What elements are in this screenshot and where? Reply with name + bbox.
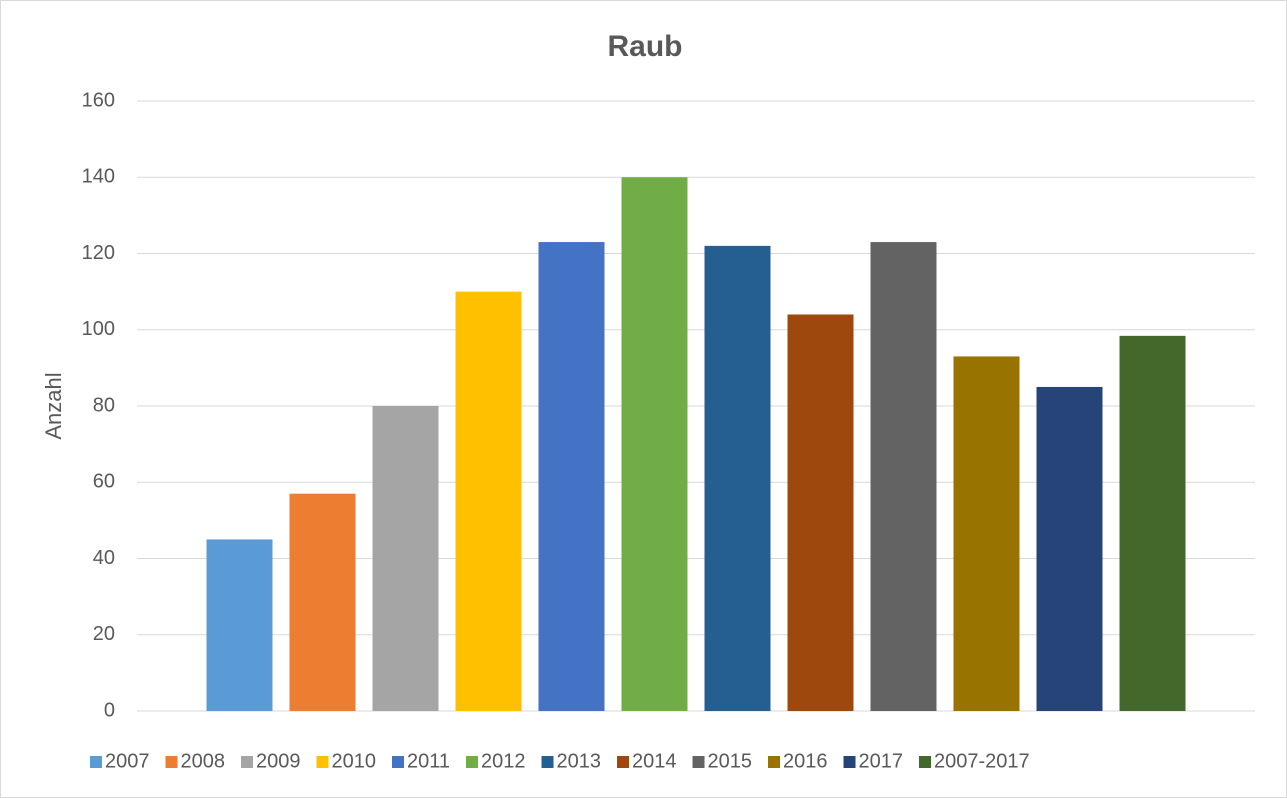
legend-swatch [392,756,404,768]
bar [372,406,439,711]
legend-label: 2014 [632,750,677,772]
bar [1036,386,1103,711]
y-tick-label: 120 [82,242,115,264]
y-tick-label: 160 [82,89,115,111]
legend-label: 2007-2017 [934,750,1030,772]
y-tick-label: 100 [82,318,115,340]
bar [704,245,771,711]
legend-swatch [919,756,932,768]
y-tick-label: 40 [93,547,115,569]
chart-title: Raub [608,30,683,63]
bar [870,242,937,711]
y-axis-label: Anzahl [41,372,66,439]
y-tick-label: 20 [93,623,115,645]
bar [206,539,273,711]
y-tick-label: 80 [93,394,115,416]
y-tick-label: 140 [82,166,115,188]
legend-label: 2013 [557,750,602,772]
legend-swatch [843,756,856,768]
legend-label: 2016 [783,750,828,772]
y-tick-label: 60 [93,471,115,493]
legend-label: 2008 [181,750,226,772]
legend-swatch [541,756,554,768]
bar [787,314,854,711]
legend-label: 2012 [481,750,526,772]
legend-swatch [241,756,253,768]
bar [1119,335,1186,711]
legend-label: 2011 [407,750,450,772]
legend-swatch [692,756,705,768]
legend-label: 2009 [256,750,301,772]
bar [621,177,688,711]
legend-swatch [768,756,781,768]
legend-swatch [617,756,630,768]
bar [289,493,356,711]
legend-label: 2017 [859,750,904,772]
legend-swatch [90,756,102,768]
legend-swatch [165,756,178,768]
legend-swatch [466,756,479,768]
bar [953,356,1020,711]
legend-label: 2007 [105,750,150,772]
legend-label: 2010 [332,750,377,772]
bar [455,291,522,711]
y-tick-label: 0 [104,699,115,721]
bar [538,242,605,711]
legend-label: 2015 [708,750,753,772]
legend-swatch [316,756,329,768]
